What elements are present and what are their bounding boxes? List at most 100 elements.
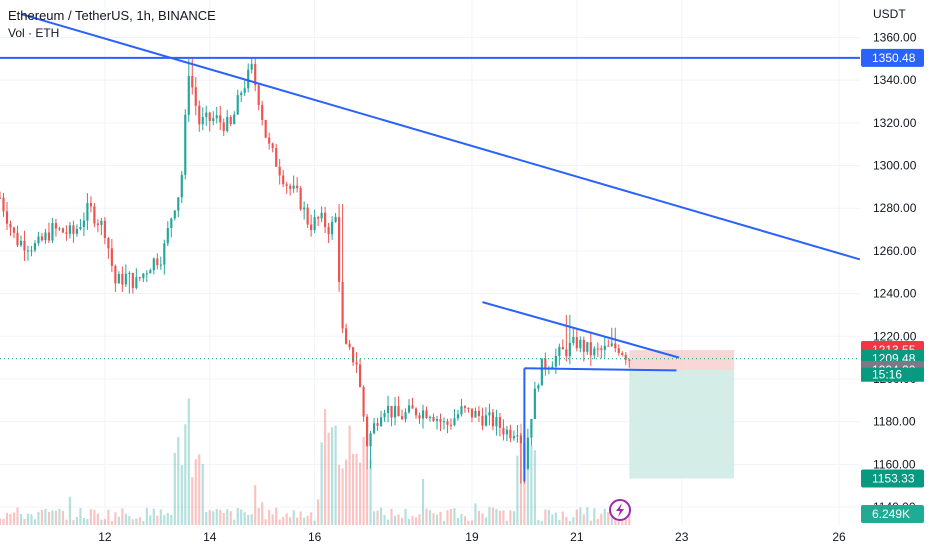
volume-bar [481, 513, 484, 525]
volume-bar [352, 453, 355, 525]
time-tick-label: 12 [98, 530, 112, 544]
volume-bar [561, 511, 564, 525]
volume-bar [341, 468, 344, 525]
candle-body [285, 184, 288, 186]
candle-body [519, 435, 522, 444]
price-badge-label: 1350.48 [872, 51, 916, 65]
volume-bar [159, 509, 162, 525]
volume-bar [89, 509, 92, 525]
volume-bar [453, 508, 456, 525]
volume-bar [145, 507, 148, 525]
volume-bar [61, 510, 65, 525]
candle-body [331, 221, 334, 235]
time-tick-label: 21 [570, 530, 584, 544]
candle-body [449, 424, 453, 426]
volume-bar [173, 453, 176, 525]
candle-body [61, 228, 65, 233]
volume-legend[interactable]: Vol · ETH [8, 26, 60, 40]
candle-body [404, 412, 407, 420]
time-axis[interactable]: 12 14 16 19 21 23 26 [0, 525, 860, 550]
volume-bar [289, 517, 292, 525]
volume-bar [114, 512, 117, 525]
volume-bar [327, 432, 330, 525]
volume-bar [390, 508, 393, 525]
price-tick-label: 1240.00 [873, 287, 917, 301]
volume-bar [117, 516, 120, 525]
volume-bar [219, 509, 222, 525]
candle-body [446, 421, 449, 425]
volume-bar [509, 510, 512, 525]
candle-body [100, 220, 103, 225]
candle-body [495, 417, 498, 427]
volume-bar [215, 509, 218, 525]
volume-bar [303, 517, 306, 525]
volume-bar [348, 425, 351, 525]
candle-body [624, 354, 627, 360]
symbol-title[interactable]: Ethereum / TetherUS, 1h, BINANCE [8, 8, 216, 23]
volume-bar [317, 499, 320, 525]
candle-body [470, 408, 474, 418]
candle-body [435, 419, 439, 421]
volume-bar [505, 520, 508, 525]
candle-body [498, 417, 502, 428]
candle-body [40, 236, 44, 241]
candle-body [376, 423, 379, 426]
candle-body [509, 429, 512, 439]
candle-body [561, 346, 564, 350]
volume-bar [355, 453, 358, 525]
candle-body [54, 223, 58, 229]
volume-bar [23, 518, 26, 525]
volume-bar [530, 445, 533, 525]
candle-body [177, 197, 180, 211]
volume-bar [334, 425, 337, 525]
price-axis[interactable]: USDT1140.001160.001180.001200.001220.001… [860, 0, 932, 550]
volume-bar [568, 520, 571, 525]
candle-body [502, 427, 505, 435]
candle-body [205, 112, 208, 118]
volume-bar [170, 514, 173, 525]
drawn-lines[interactable] [0, 13, 861, 482]
candle-body [201, 117, 204, 125]
candle-body [289, 185, 292, 189]
candle-body [397, 406, 400, 417]
candle-body [114, 265, 117, 284]
candle-body [149, 270, 152, 274]
candle-body [586, 342, 589, 352]
candle-body [582, 339, 585, 352]
candle-body [512, 436, 515, 439]
volume-bar [208, 510, 211, 525]
volume-bar [110, 520, 113, 525]
volume-bar [404, 508, 407, 525]
candle-body [222, 122, 225, 131]
candle-body [358, 364, 362, 387]
candle-body [537, 385, 540, 389]
candle-body [5, 211, 9, 224]
candle-body [310, 224, 313, 231]
candle-body [621, 352, 624, 355]
volume-bar [512, 511, 515, 525]
candle-body [30, 250, 33, 252]
volume-bar [376, 510, 379, 525]
candle-body [575, 337, 578, 349]
volume-bar [205, 512, 208, 525]
volume-bar [12, 512, 16, 525]
candle-body [428, 417, 432, 419]
candle-body [317, 217, 320, 219]
alert-icon[interactable] [609, 499, 631, 521]
price-tick-label: 1180.00 [873, 415, 916, 429]
volume-bar [26, 513, 30, 525]
candle-body [390, 405, 393, 418]
volume-bar [449, 508, 453, 525]
volume-bar [603, 508, 606, 525]
volume-bar [579, 507, 582, 525]
price-tick-label: 1280.00 [873, 201, 917, 215]
candle-body [484, 415, 488, 426]
volume-bar [575, 509, 578, 525]
candle-body [243, 88, 246, 93]
volume-bar [180, 464, 183, 525]
volume-bar [463, 516, 467, 525]
candle-body [240, 92, 243, 96]
volume-bar [610, 510, 613, 525]
